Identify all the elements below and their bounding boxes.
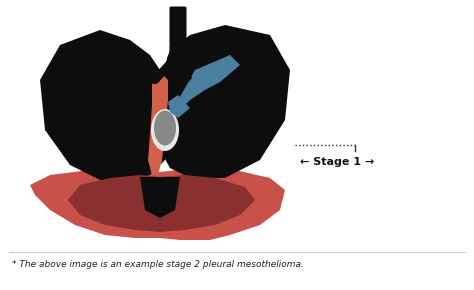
FancyBboxPatch shape [170, 13, 186, 22]
Text: ← Stage 1 →: ← Stage 1 → [300, 157, 374, 167]
FancyBboxPatch shape [170, 47, 186, 55]
PathPatch shape [68, 175, 255, 232]
Ellipse shape [167, 50, 189, 70]
FancyBboxPatch shape [170, 6, 186, 15]
PathPatch shape [168, 95, 190, 118]
FancyBboxPatch shape [170, 20, 186, 29]
PathPatch shape [140, 177, 180, 218]
FancyBboxPatch shape [170, 27, 186, 35]
PathPatch shape [40, 30, 165, 182]
FancyBboxPatch shape [170, 33, 186, 42]
PathPatch shape [178, 70, 192, 85]
PathPatch shape [178, 55, 240, 110]
PathPatch shape [30, 168, 285, 240]
Ellipse shape [154, 110, 176, 146]
PathPatch shape [160, 25, 290, 178]
PathPatch shape [148, 70, 168, 175]
Text: * The above image is an example stage 2 pleural mesothelioma.: * The above image is an example stage 2 … [12, 260, 304, 269]
Ellipse shape [151, 109, 179, 151]
FancyBboxPatch shape [170, 40, 186, 49]
